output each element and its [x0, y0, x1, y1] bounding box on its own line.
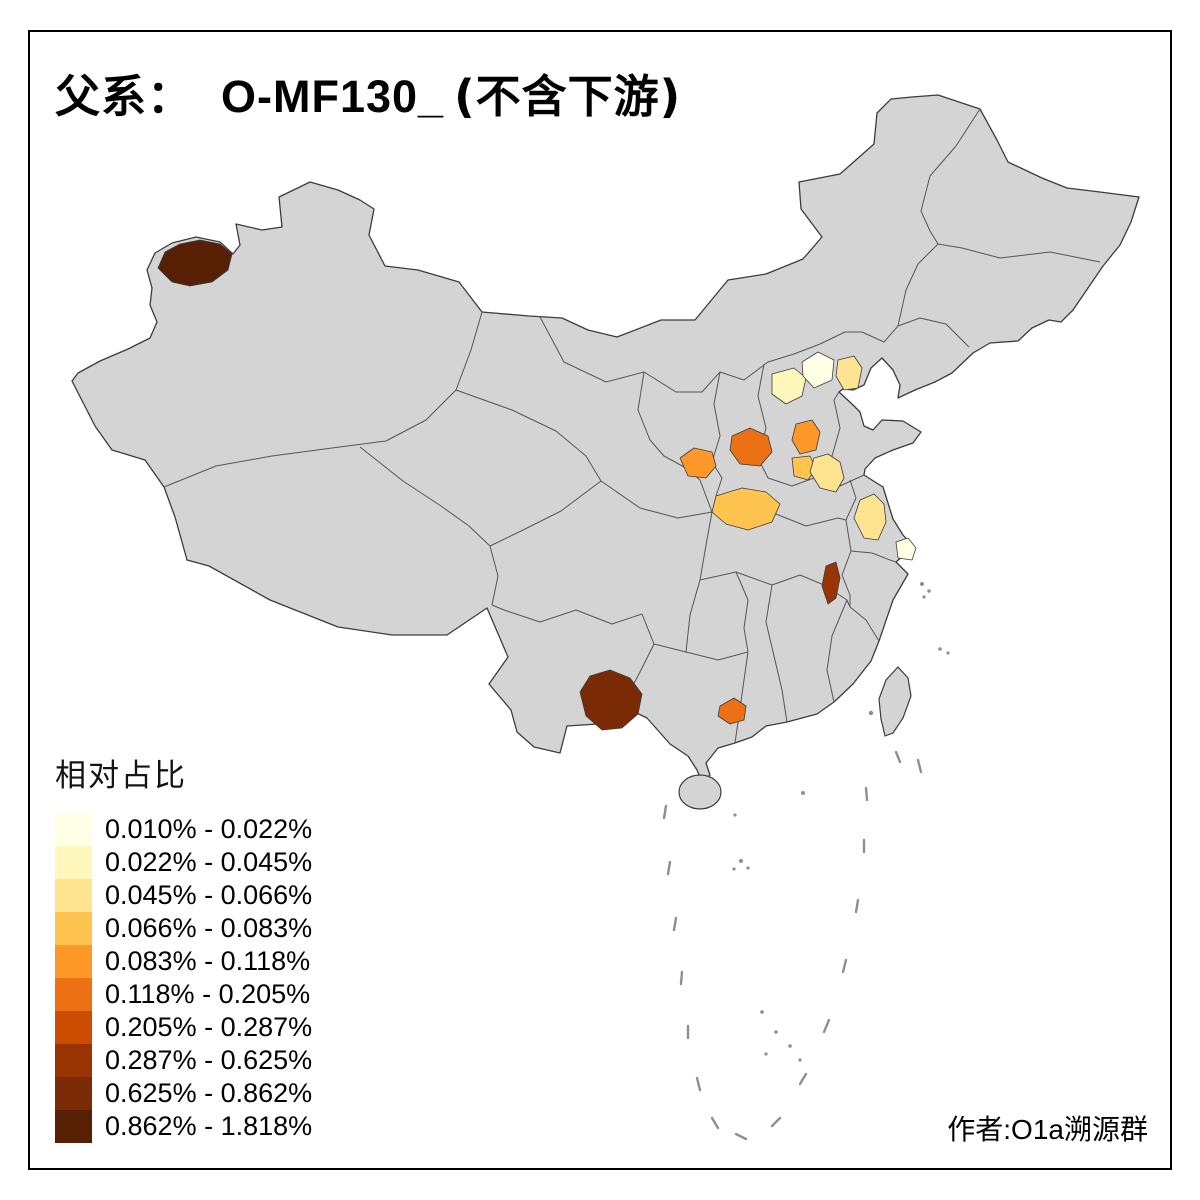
region-jiangsu-central	[853, 493, 887, 541]
attribution: 作者:O1a溯源群	[947, 1114, 1148, 1145]
region-beijing	[801, 351, 835, 389]
legend-swatch-6	[55, 978, 92, 1011]
province-borders	[163, 108, 1101, 744]
legend-row: 0.022% - 0.045%	[55, 846, 312, 879]
legend-swatch-1	[55, 813, 92, 846]
legend-swatch-4	[55, 912, 92, 945]
legend-label-1: 0.010% - 0.022%	[105, 814, 313, 844]
legend-swatch-9	[55, 1077, 92, 1110]
region-ili-xinjiang	[157, 239, 233, 287]
title-prefix: 父系：	[55, 70, 194, 123]
legend-swatch-2	[55, 846, 92, 879]
legend: 相对占比 0.010% - 0.022% 0.022% - 0.045% 0.0…	[55, 750, 312, 1143]
legend-label-8: 0.287% - 0.625%	[105, 1045, 313, 1075]
region-anhui-south	[821, 561, 841, 605]
legend-label-9: 0.625% - 0.862%	[105, 1078, 313, 1108]
region-shaanxi-north	[679, 447, 717, 479]
region-shanxi-central	[729, 427, 773, 467]
legend-swatch-8	[55, 1044, 92, 1077]
coastal-islets	[732, 582, 950, 1062]
legend-row: 0.066% - 0.083%	[55, 912, 312, 945]
choropleth-regions	[157, 239, 917, 731]
legend-label-7: 0.205% - 0.287%	[105, 1012, 313, 1042]
region-yunnan-southeast	[579, 669, 643, 731]
legend-row: 0.287% - 0.625%	[55, 1044, 312, 1077]
south-china-sea-dashes	[662, 750, 923, 1141]
hainan-island	[678, 774, 722, 810]
region-hebei-west	[771, 367, 807, 405]
legend-row: 0.118% - 0.205%	[55, 978, 312, 1011]
legend-label-6: 0.118% - 0.205%	[105, 979, 311, 1009]
figure-title: 父系： O-MF130_ (不含下游)	[55, 60, 681, 125]
legend-title: 相对占比	[55, 758, 187, 793]
region-shanghai-area	[895, 537, 917, 561]
legend-label-5: 0.083% - 0.118%	[105, 946, 311, 976]
landmass	[71, 94, 1140, 810]
legend-row: 0.083% - 0.118%	[55, 945, 312, 978]
region-shaanxi-guanzhong	[711, 487, 781, 531]
region-shanxi-east	[791, 419, 821, 455]
legend-swatch-5	[55, 945, 92, 978]
legend-label-4: 0.066% - 0.083%	[105, 913, 313, 943]
legend-row: 0.625% - 0.862%	[55, 1077, 312, 1110]
legend-swatch-10	[55, 1110, 92, 1143]
legend-label-10: 0.862% - 1.818%	[105, 1111, 313, 1141]
title-haplogroup: O-MF130_	[221, 71, 445, 122]
legend-row: 0.010% - 0.022%	[55, 813, 312, 846]
region-hebei-east	[835, 355, 863, 391]
taiwan-island	[878, 666, 912, 737]
legend-label-2: 0.022% - 0.045%	[105, 847, 313, 877]
legend-row: 0.205% - 0.287%	[55, 1011, 312, 1044]
legend-row: 0.862% - 1.818%	[55, 1110, 312, 1143]
region-guangxi-east	[717, 697, 747, 725]
legend-swatch-3	[55, 879, 92, 912]
title-suffix: (不含下游)	[454, 70, 682, 123]
china-outline	[71, 94, 1140, 783]
region-henan-east	[809, 453, 845, 493]
legend-label-3: 0.045% - 0.066%	[105, 880, 313, 910]
legend-swatch-7	[55, 1011, 92, 1044]
legend-row: 0.045% - 0.066%	[55, 879, 312, 912]
